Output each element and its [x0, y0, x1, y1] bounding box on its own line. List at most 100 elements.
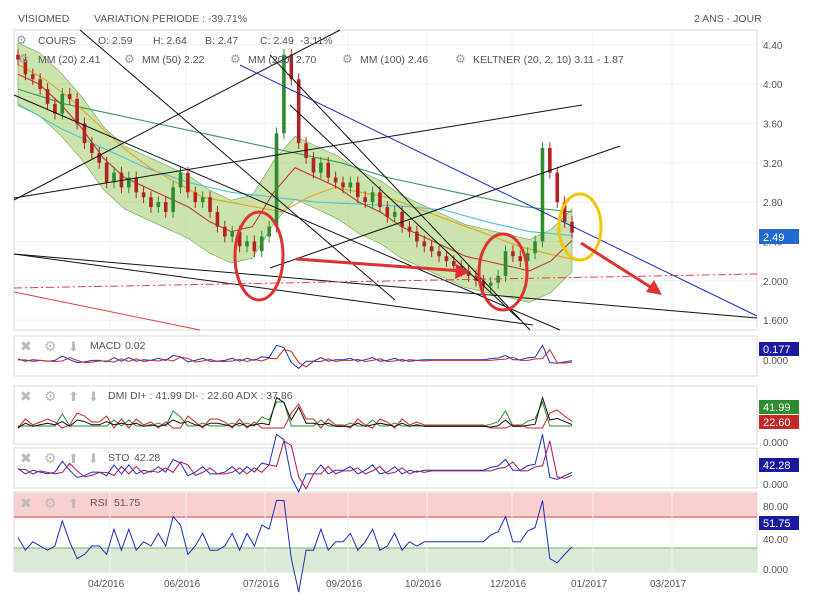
arrow-down-icon[interactable]: ⬇ — [68, 339, 79, 354]
sto-label: STO — [108, 452, 129, 464]
gear-icon[interactable]: ⚙ — [455, 52, 466, 66]
candle-body — [311, 157, 316, 173]
mm50-line — [17, 64, 573, 260]
candle-body — [141, 192, 146, 198]
candle-body — [407, 226, 412, 232]
mm100-legend: MM (100) 2.46 — [360, 54, 428, 66]
macd-badge-text: 0.177 — [763, 344, 791, 356]
dmi-header: ✖ ⚙ ⬆ ⬇ DMI DI+ : 41.99 DI- : 22.60 ADX … — [20, 388, 293, 404]
y-tick-label: 2.80 — [763, 198, 783, 209]
period-label[interactable]: 2 ANS - JOUR — [694, 13, 762, 25]
candle-body — [178, 172, 183, 188]
variation-label: VARIATION PERIODE : -39.71% — [94, 13, 247, 25]
candle-body — [104, 162, 109, 183]
candle-body — [193, 192, 198, 203]
candle-body — [171, 187, 175, 212]
x-tick-label: 07/2016 — [243, 579, 280, 590]
x-tick-label: 09/2016 — [326, 579, 363, 590]
x-tick-label: 10/2016 — [405, 579, 442, 590]
macd-tick: 0.000 — [763, 356, 788, 367]
y-tick-label: 3.20 — [763, 159, 783, 170]
candle-body — [400, 211, 404, 227]
grid — [14, 30, 757, 572]
trendline-9 — [13, 253, 758, 319]
mm20-legend: MM (20) 2.41 — [38, 54, 101, 66]
trendline-6 — [269, 145, 621, 269]
gear-icon[interactable]: ⚙ — [124, 52, 135, 66]
candle-body — [562, 202, 567, 222]
mm200-legend: MM (200) 2.70 — [248, 54, 316, 66]
trendline-1 — [13, 29, 341, 201]
gear-icon[interactable]: ⚙ — [44, 495, 57, 511]
candle-body — [355, 182, 360, 198]
candle-body — [149, 197, 153, 208]
close-icon[interactable]: ✖ — [20, 495, 32, 511]
sto-badge — [759, 458, 799, 472]
gear-icon[interactable]: ⚙ — [230, 52, 241, 66]
trendline-5 — [13, 104, 583, 199]
gear-icon[interactable]: ⚙ — [44, 388, 57, 404]
symbol-label: VISIOMED — [18, 13, 70, 25]
trendline-blue — [239, 64, 758, 317]
candle-body — [282, 54, 286, 134]
macd-label: MACD — [90, 340, 121, 352]
annotation-circle-1 — [233, 210, 285, 302]
x-axis: 04/2016 06/2016 07/2016 09/2016 10/2016 12/20… — [88, 579, 687, 590]
close-icon[interactable]: ✖ — [20, 388, 32, 404]
candle-body — [112, 172, 116, 183]
dmi-value: DI+ : 41.99 DI- : 22.60 ADX : 37.86 — [130, 390, 293, 402]
candle-body — [385, 207, 390, 217]
candle-body — [60, 93, 65, 114]
candle-body — [319, 162, 323, 173]
close-value: C: 2.49 — [260, 35, 294, 47]
macd-panel — [13, 335, 758, 377]
arrow-up-icon[interactable]: ⬆ — [68, 451, 79, 466]
gear-icon[interactable]: ⚙ — [44, 338, 57, 354]
indicators — [17, 344, 573, 593]
dmi-plus-badge — [759, 400, 799, 414]
arrow-down-icon[interactable]: ⬇ — [88, 389, 99, 404]
rsi-tick-40: 40.00 — [763, 535, 788, 546]
macd-signal-line — [18, 348, 573, 368]
low-value: B: 2.47 — [205, 35, 238, 47]
y-tick-label: 1.600 — [763, 316, 788, 327]
rsi-badge-text: 51.75 — [763, 518, 791, 530]
sto-tick: 0.000 — [763, 480, 788, 491]
adx-line — [17, 395, 573, 429]
candle-body — [156, 202, 161, 208]
candle-body — [429, 246, 434, 252]
y-tick-label: 4.00 — [763, 80, 783, 91]
candle-body — [82, 123, 87, 144]
candle-body — [245, 241, 249, 247]
candle-body — [296, 79, 301, 144]
arrow-up-icon[interactable]: ⬆ — [68, 496, 79, 511]
close-icon[interactable]: ✖ — [20, 338, 32, 354]
candle-body — [90, 143, 94, 153]
gear-icon[interactable]: ⚙ — [18, 52, 29, 66]
arrow-up-icon[interactable]: ⬆ — [68, 389, 79, 404]
gear-icon[interactable]: ⚙ — [44, 450, 57, 466]
candle-body — [134, 177, 138, 193]
gear-icon[interactable]: ⚙ — [342, 52, 353, 66]
x-tick-label: 01/2017 — [571, 579, 608, 590]
candle-body — [230, 231, 235, 237]
close-icon[interactable]: ✖ — [20, 450, 32, 466]
candle-body — [540, 148, 545, 242]
candle-body — [444, 256, 449, 262]
candle-body — [503, 251, 508, 276]
candle-body — [30, 74, 35, 80]
candle-body — [488, 282, 493, 286]
candle-body — [555, 172, 560, 203]
rsi-overbought-zone — [14, 493, 757, 518]
annotation-arrow-1 — [295, 257, 463, 273]
gear-icon[interactable]: ⚙ — [16, 33, 27, 47]
arrow-down-icon[interactable]: ⬇ — [88, 451, 99, 466]
x-tick-label: 12/2016 — [490, 579, 527, 590]
rsi-value: 51.75 — [114, 497, 140, 509]
candle-body — [223, 226, 227, 237]
candle-body — [53, 103, 57, 114]
candle-body — [570, 221, 574, 233]
cours-label: COURS — [38, 35, 76, 47]
